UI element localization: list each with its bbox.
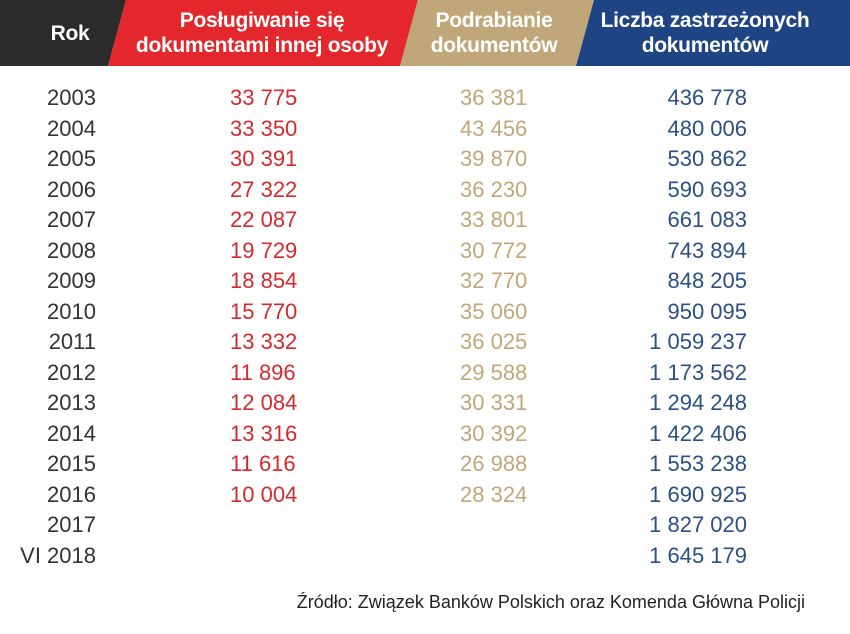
year-cell: 2007: [47, 207, 96, 232]
table-row: 2004 33 350 43 456 480 006: [0, 114, 850, 145]
misuse-cell: 11 616: [230, 451, 296, 476]
forgery-cell: 33 801: [460, 207, 528, 232]
table-row: 2010 15 770 35 060 950 095: [0, 297, 850, 328]
reserved-cell: 1 553 238: [649, 451, 747, 476]
forgery-cell: 28 324: [460, 481, 528, 507]
table-row: VI 2018 1 645 179: [0, 541, 850, 572]
misuse-cell: 19 729: [230, 237, 298, 263]
forgery-cell: 30 331: [460, 390, 528, 415]
misuse-cell: 15 770: [230, 298, 298, 324]
reserved-cell: 1 059 237: [649, 329, 747, 354]
misuse-cell: 13 316: [230, 420, 298, 446]
misuse-cell: 27 322: [230, 176, 298, 202]
year-cell: 2015: [47, 451, 96, 476]
year-cell: 2012: [47, 359, 96, 385]
table-row: 2007 22 087 33 801 661 083: [0, 205, 850, 236]
header-year-bg: [0, 0, 126, 66]
table-row: 2005 30 391 39 870 530 862: [0, 144, 850, 175]
misuse-cell: 13 332: [230, 329, 298, 354]
reserved-cell: 1 827 020: [649, 512, 747, 537]
table-row: 2013 12 084 30 331 1 294 248: [0, 388, 850, 419]
forgery-cell: 26 988: [460, 451, 528, 476]
year-cell: 2005: [47, 146, 96, 171]
year-cell: 2016: [47, 481, 96, 507]
table-row: 2016 10 004 28 324 1 690 925: [0, 480, 850, 511]
reserved-cell: 1 645 179: [649, 542, 747, 568]
year-cell: 2017: [47, 512, 96, 537]
reserved-cell: 590 693: [667, 176, 747, 202]
forgery-cell: 39 870: [460, 146, 528, 171]
year-cell: 2003: [47, 85, 96, 110]
table-row: 2014 13 316 30 392 1 422 406: [0, 419, 850, 450]
table-row: 2008 19 729 30 772 743 894: [0, 236, 850, 267]
table-row: 2003 33 775 36 381 436 778: [0, 83, 850, 114]
reserved-cell: 1 173 562: [649, 359, 747, 385]
reserved-cell: 661 083: [667, 207, 747, 232]
table-row: 2015 11 616 26 988 1 553 238: [0, 449, 850, 480]
reserved-cell: 950 095: [667, 298, 747, 324]
forgery-cell: 43 456: [460, 115, 528, 141]
table-row: 2017 1 827 020: [0, 510, 850, 541]
misuse-cell: 10 004: [230, 481, 298, 507]
table-row: 2011 13 332 36 025 1 059 237: [0, 327, 850, 358]
forgery-cell: 30 392: [460, 420, 528, 446]
forgery-cell: 30 772: [460, 237, 528, 263]
header-reserved-bg: [576, 0, 850, 66]
header-forgery-bg: [400, 0, 594, 66]
table-body: 2003 33 775 36 381 436 778 2004 33 350 43 456 4…: [0, 83, 850, 571]
reserved-cell: 1 294 248: [649, 390, 747, 415]
table-row: 2012 11 896 29 588 1 173 562: [0, 358, 850, 389]
table-row: 2006 27 322 36 230 590 693: [0, 175, 850, 206]
header-misuse-bg: [108, 0, 418, 66]
misuse-cell: 11 896: [230, 359, 296, 385]
year-cell: 2014: [47, 420, 96, 446]
forgery-cell: 36 381: [460, 85, 528, 110]
year-cell: 2008: [47, 237, 96, 263]
forgery-cell: 32 770: [460, 268, 528, 293]
misuse-cell: 33 775: [230, 85, 298, 110]
reserved-cell: 743 894: [667, 237, 747, 263]
forgery-cell: 29 588: [460, 359, 528, 385]
year-cell: VI 2018: [20, 542, 96, 568]
reserved-cell: 436 778: [667, 85, 747, 110]
header-year: Rok: [50, 21, 90, 45]
year-cell: 2004: [47, 115, 96, 141]
source-note: Źródło: Związek Banków Polskich oraz Kom…: [296, 592, 805, 612]
header-misuse: Posługiwanie się dokumentami innej osoby: [135, 9, 389, 57]
header-reserved: Liczba zastrzeżonych dokumentów: [600, 9, 810, 57]
misuse-cell: 18 854: [230, 268, 298, 293]
reserved-cell: 480 006: [667, 115, 747, 141]
reserved-cell: 1 422 406: [649, 420, 747, 446]
year-cell: 2010: [47, 298, 96, 324]
misuse-cell: 33 350: [230, 115, 298, 141]
reserved-cell: 530 862: [667, 146, 747, 171]
reserved-cell: 848 205: [667, 268, 747, 293]
reserved-cell: 1 690 925: [649, 481, 747, 507]
year-cell: 2011: [48, 329, 96, 354]
forgery-cell: 36 025: [460, 329, 528, 354]
header-forgery: Podrabianie dokumentów: [430, 9, 558, 57]
header-background: [0, 0, 850, 66]
misuse-cell: 12 084: [230, 390, 298, 415]
year-cell: 2006: [47, 176, 96, 202]
misuse-cell: 22 087: [230, 207, 298, 232]
forgery-cell: 35 060: [460, 298, 528, 324]
year-cell: 2013: [47, 390, 96, 415]
forgery-cell: 36 230: [460, 176, 528, 202]
table-header: Rok Posługiwanie się dokumentami innej o…: [0, 0, 850, 66]
year-cell: 2009: [47, 268, 96, 293]
misuse-cell: 30 391: [230, 146, 298, 171]
table-row: 2009 18 854 32 770 848 205: [0, 266, 850, 297]
